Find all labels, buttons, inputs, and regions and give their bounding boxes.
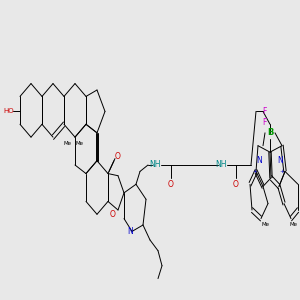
Text: N: N [277,156,283,165]
Text: Me: Me [63,141,71,146]
Text: O: O [168,180,174,189]
Text: HO: HO [4,108,14,114]
Text: Me: Me [76,141,84,146]
Text: F: F [262,118,266,127]
Text: NH: NH [215,160,227,169]
Text: O: O [233,180,239,189]
Text: B: B [267,128,273,137]
Text: O: O [110,210,116,219]
Text: O: O [115,152,121,161]
Text: N: N [256,156,262,165]
Text: Me: Me [262,223,270,227]
Text: +: + [280,169,284,174]
Text: F: F [262,107,266,116]
Text: Me: Me [290,223,298,227]
Text: NH: NH [149,160,161,169]
Text: +: + [253,169,257,174]
Text: N: N [127,227,133,236]
